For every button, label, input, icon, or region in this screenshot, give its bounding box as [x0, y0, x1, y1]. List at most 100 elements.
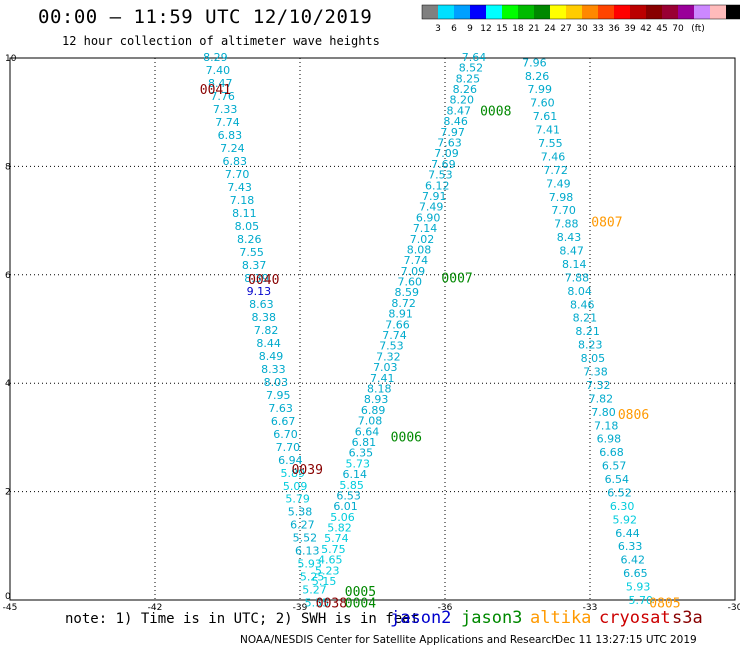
- swh-value: 7.55: [239, 246, 264, 259]
- plot-frame: [9, 57, 736, 601]
- legend-swatch: [566, 5, 582, 19]
- legend-swatch: [534, 5, 550, 19]
- legend-altika: altika: [530, 608, 592, 628]
- legend-label: 42: [640, 24, 651, 34]
- swh-value: 8.46: [570, 298, 595, 311]
- swh-value: 4.65: [318, 554, 343, 567]
- y-tick-label: 6: [5, 271, 11, 281]
- swh-value: 7.43: [227, 181, 252, 194]
- swh-value: 5.79: [285, 493, 310, 506]
- swh-value: 9.13: [247, 285, 272, 298]
- legend-label: 9: [467, 24, 473, 34]
- swh-value: 6.65: [623, 567, 648, 580]
- swh-value: 8.14: [562, 258, 587, 271]
- swh-value: 7.91: [422, 190, 447, 203]
- y-tick-label: 10: [5, 54, 17, 64]
- swh-value: 7.40: [206, 64, 231, 77]
- legend-s3a: s3a: [672, 608, 703, 628]
- legend-label: 70: [672, 24, 684, 34]
- swh-value: 5.93: [297, 558, 322, 571]
- swh-value: 5.85: [339, 479, 364, 492]
- swh-value: 8.25: [456, 72, 481, 85]
- swh-value: 5.70: [629, 594, 654, 607]
- swh-value: 6.98: [597, 433, 622, 446]
- swh-value: 7.95: [266, 389, 291, 402]
- swh-value: 6.70: [273, 428, 298, 441]
- swh-value: 8.04: [567, 285, 592, 298]
- swh-value: 5.06: [330, 511, 355, 524]
- swh-value: 7.09: [434, 147, 459, 160]
- swh-value: 5.25: [300, 571, 325, 584]
- swh-value: 8.43: [557, 231, 582, 244]
- legend-swatch: [470, 5, 486, 19]
- swh-value: 5.89: [281, 467, 306, 480]
- swh-value: 6.81: [352, 436, 377, 449]
- swh-value: 6.54: [605, 473, 630, 486]
- legend-swatch: [550, 5, 566, 19]
- swh-value: 8.21: [575, 325, 600, 338]
- swh-value: 8.47: [446, 104, 471, 117]
- swh-value: 7.24: [220, 142, 245, 155]
- legend-label: 30: [576, 24, 588, 34]
- swh-value: 6.83: [218, 129, 243, 142]
- swh-value: 7.70: [276, 441, 301, 454]
- legend-label: 45: [656, 24, 667, 34]
- pass-time-label: 0805: [649, 597, 680, 612]
- swh-value: 6.89: [361, 404, 386, 417]
- swh-value: 7.49: [419, 201, 444, 214]
- swh-value: 6.44: [615, 527, 640, 540]
- swh-value: 7.03: [373, 361, 398, 374]
- legend-label: 12: [480, 24, 491, 34]
- swh-value: 6.42: [621, 554, 646, 567]
- legend-swatch: [486, 5, 502, 19]
- swh-value: 7.66: [385, 318, 410, 331]
- swh-value: 7.14: [413, 222, 438, 235]
- swh-value: 8.44: [256, 337, 281, 350]
- chart-title: 00:00 – 11:59 UTC 12/10/2019: [38, 6, 373, 28]
- swh-value: 7.41: [535, 124, 560, 137]
- legend-swatch: [614, 5, 630, 19]
- swh-value: 7.08: [358, 415, 383, 428]
- swh-value: 8.38: [252, 311, 277, 324]
- swh-value: 8.47: [208, 77, 233, 90]
- swh-value: 6.83: [223, 155, 248, 168]
- swh-value: 7.97: [440, 126, 465, 139]
- credit-line: NOAA/NESDIS Center for Satellite Applica…: [240, 634, 558, 646]
- swh-value: 8.72: [391, 297, 416, 310]
- swh-value: 7.61: [533, 110, 558, 123]
- legend-label: 3: [435, 24, 441, 34]
- swh-value: 8.05: [235, 220, 260, 233]
- legend-swatch: [422, 5, 438, 19]
- pass-time-label: 0041: [200, 83, 231, 98]
- swh-value: 7.76: [210, 90, 235, 103]
- color-scale-legend: 3 6 9 12 15 18 21 24 27 30 33 36 39 42 45 70 (ft): [421, 4, 740, 34]
- swh-value: 8.47: [559, 245, 584, 258]
- legend-label: 24: [544, 24, 556, 34]
- swh-value: 7.82: [589, 392, 614, 405]
- swh-value: 7.70: [225, 168, 250, 181]
- swh-value: 5.75: [321, 543, 346, 556]
- swh-value: 6.35: [349, 447, 374, 460]
- legend-swatch: [678, 5, 694, 19]
- swh-value: 8.63: [249, 298, 274, 311]
- x-tick-label: -45: [3, 603, 18, 613]
- swh-value: 7.74: [382, 329, 407, 342]
- legend-swatch: [518, 5, 534, 19]
- swh-value: 7.96: [522, 56, 547, 69]
- y-tick-label: 0: [5, 592, 11, 602]
- legend-label: 18: [512, 24, 524, 34]
- swh-value: 7.53: [428, 169, 453, 182]
- legend-label: 6: [451, 24, 457, 34]
- pass-time-label: 0039: [292, 463, 323, 478]
- swh-value: 7.88: [554, 218, 579, 231]
- swh-value: 8.08: [407, 243, 432, 256]
- swh-value: 5.93: [626, 581, 651, 594]
- swh-value: 6.13: [295, 545, 320, 558]
- swh-value: 6.94: [278, 454, 303, 467]
- generation-timestamp: Dec 11 13:27:15 UTC 2019: [555, 634, 697, 646]
- swh-value: 7.02: [410, 233, 435, 246]
- legend-cryosat: cryosat: [599, 608, 671, 628]
- swh-value: 7.53: [379, 340, 404, 353]
- pass-time-label: 0008: [480, 105, 511, 120]
- swh-value: 7.74: [215, 116, 240, 129]
